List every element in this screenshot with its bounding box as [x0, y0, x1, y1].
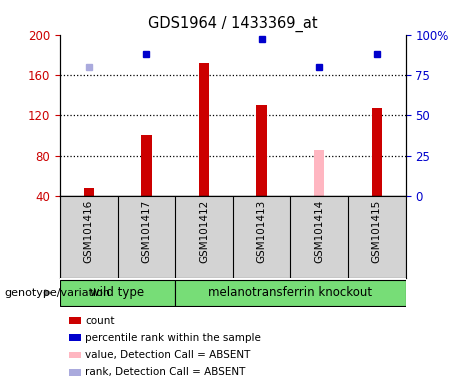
Text: genotype/variation: genotype/variation [5, 288, 111, 298]
Bar [372, 108, 382, 196]
Title: GDS1964 / 1433369_at: GDS1964 / 1433369_at [148, 16, 318, 32]
Text: rank, Detection Call = ABSENT: rank, Detection Call = ABSENT [85, 367, 246, 377]
Bar [60, 280, 175, 306]
Text: GSM101416: GSM101416 [84, 200, 94, 263]
Text: GSM101414: GSM101414 [314, 200, 324, 263]
Bar [69, 351, 81, 358]
Text: wild type: wild type [90, 286, 145, 299]
Bar [83, 188, 94, 196]
Text: count: count [85, 316, 115, 326]
Bar [69, 318, 81, 324]
Text: GSM101413: GSM101413 [257, 200, 266, 263]
Text: melanotransferrin knockout: melanotransferrin knockout [208, 286, 372, 299]
Text: GSM101417: GSM101417 [142, 200, 151, 263]
Text: GSM101415: GSM101415 [372, 200, 382, 263]
Bar [69, 369, 81, 376]
Text: value, Detection Call = ABSENT: value, Detection Call = ABSENT [85, 350, 251, 360]
Bar [256, 105, 267, 196]
Bar [69, 334, 81, 341]
Bar [314, 151, 325, 196]
Bar [141, 136, 152, 196]
Text: GSM101412: GSM101412 [199, 200, 209, 263]
Text: percentile rank within the sample: percentile rank within the sample [85, 333, 261, 343]
Bar [199, 63, 209, 196]
Bar [175, 280, 406, 306]
